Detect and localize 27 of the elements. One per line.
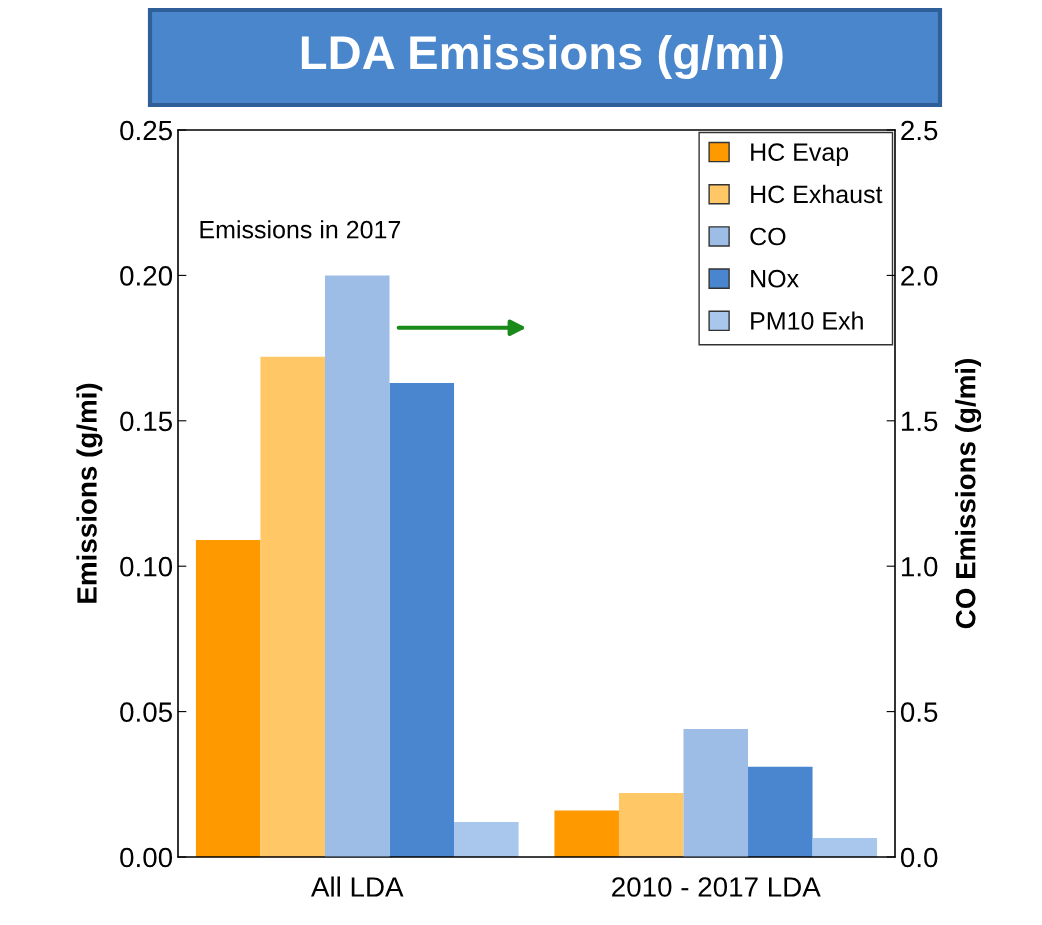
legend-label: CO [750, 227, 786, 246]
y-axis-title: Emissions (g/mi) [76, 383, 103, 603]
y2-tick-label: 0.5 [900, 702, 938, 722]
y2-tick-label: 2.5 [901, 120, 938, 141]
y2-tick-label: 0.0 [900, 847, 938, 868]
y-tick-label: 0.00 [120, 847, 173, 868]
y2-tick-label: 1.5 [901, 411, 938, 432]
y-tick-label: 0.05 [120, 702, 172, 722]
y-tick-label: 0.20 [120, 266, 173, 286]
chart-title: LDA Emissions (g/mi) [301, 34, 783, 80]
bar [812, 838, 878, 857]
x-tick-label: 2010 - 2017 LDA [612, 877, 821, 897]
bar [454, 822, 519, 857]
legend-label: HC Exhaust [751, 184, 883, 204]
y2-tick-label: 1.0 [901, 556, 938, 577]
legend-label: NOx [751, 269, 799, 288]
legend-label: HC Evap [751, 143, 849, 166]
y2-tick-label: 2.0 [901, 266, 938, 286]
annotation: Emissions in 2017 [200, 220, 401, 239]
y-tick-label: 0.25 [120, 120, 172, 141]
bar [554, 810, 619, 857]
y-tick-label: 0.15 [120, 411, 172, 432]
y-tick-label: 0.10 [120, 556, 173, 577]
x-tick-label: All LDA [310, 876, 404, 897]
legend-label: PM10 Exh [751, 311, 863, 330]
y2-axis-title: CO Emissions (g/mi) [955, 359, 982, 629]
bar [195, 540, 261, 857]
